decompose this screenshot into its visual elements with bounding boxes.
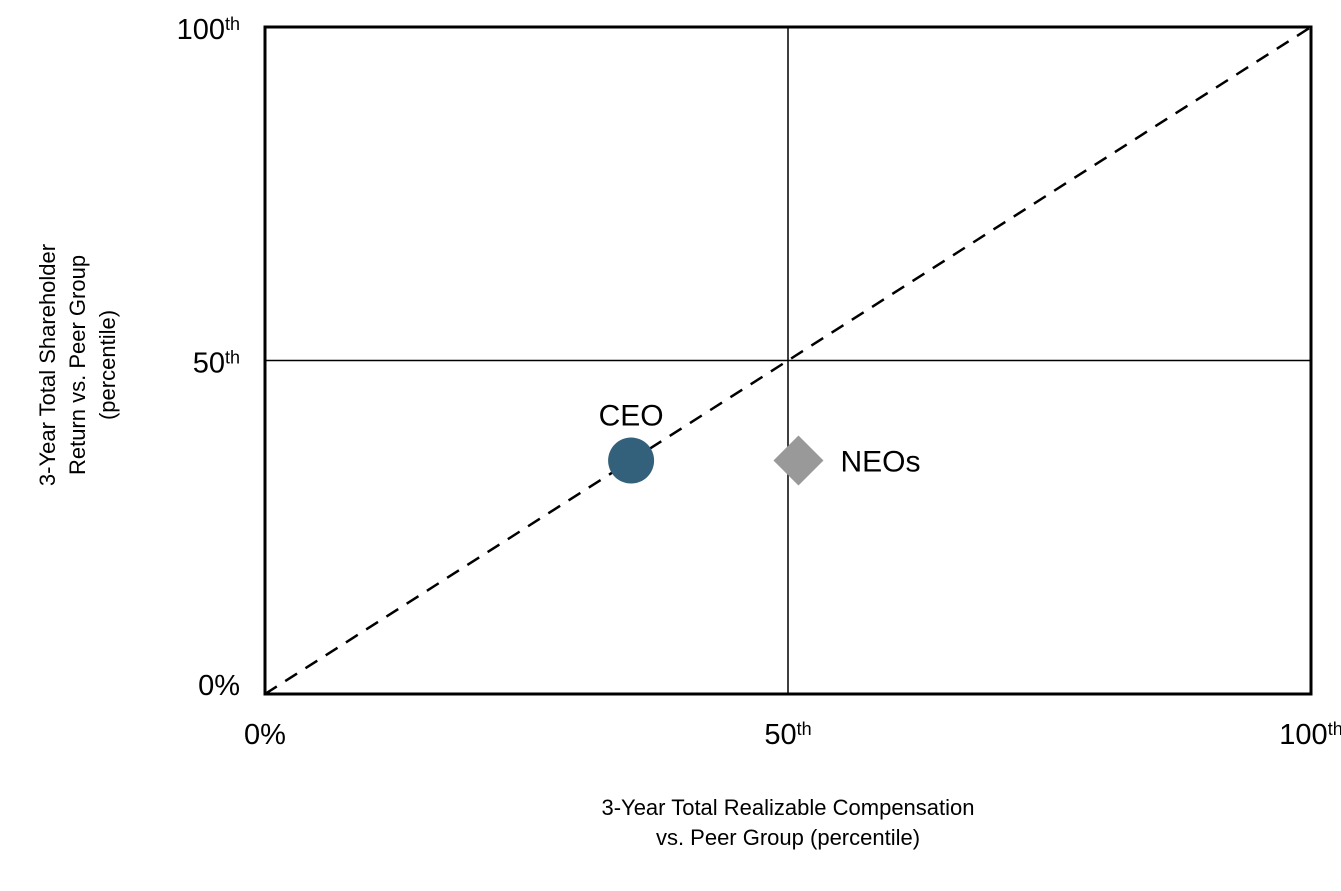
y-tick-label: 50th [193,348,240,380]
point-label: NEOs [840,446,920,479]
y-tick-label: 0% [198,670,240,702]
x-axis-label: 3-Year Total Realizable Compensation vs. … [601,795,974,850]
y-axis-label-line: Return vs. Peer Group [65,255,90,475]
x-tick-label: 50th [764,719,811,751]
point [608,437,655,484]
plot-frame [263,25,1313,696]
x-tick-label: 0% [244,719,286,751]
x-axis-label-line: vs. Peer Group (percentile) [656,825,920,850]
point-label: CEO [599,400,664,433]
y-axis-label-line: 3-Year Total Shareholder [35,244,60,486]
y-tick-label: 100th [177,14,240,46]
y-axis-label: 3-Year Total Shareholder Return vs. Peer … [35,244,120,486]
point [773,435,824,486]
x-tick-label: 100th [1279,719,1341,751]
x-axis-label-line: 3-Year Total Realizable Compensation [601,795,974,820]
reference-line [264,25,1312,696]
y-axis-label-line: (percentile) [95,310,120,420]
